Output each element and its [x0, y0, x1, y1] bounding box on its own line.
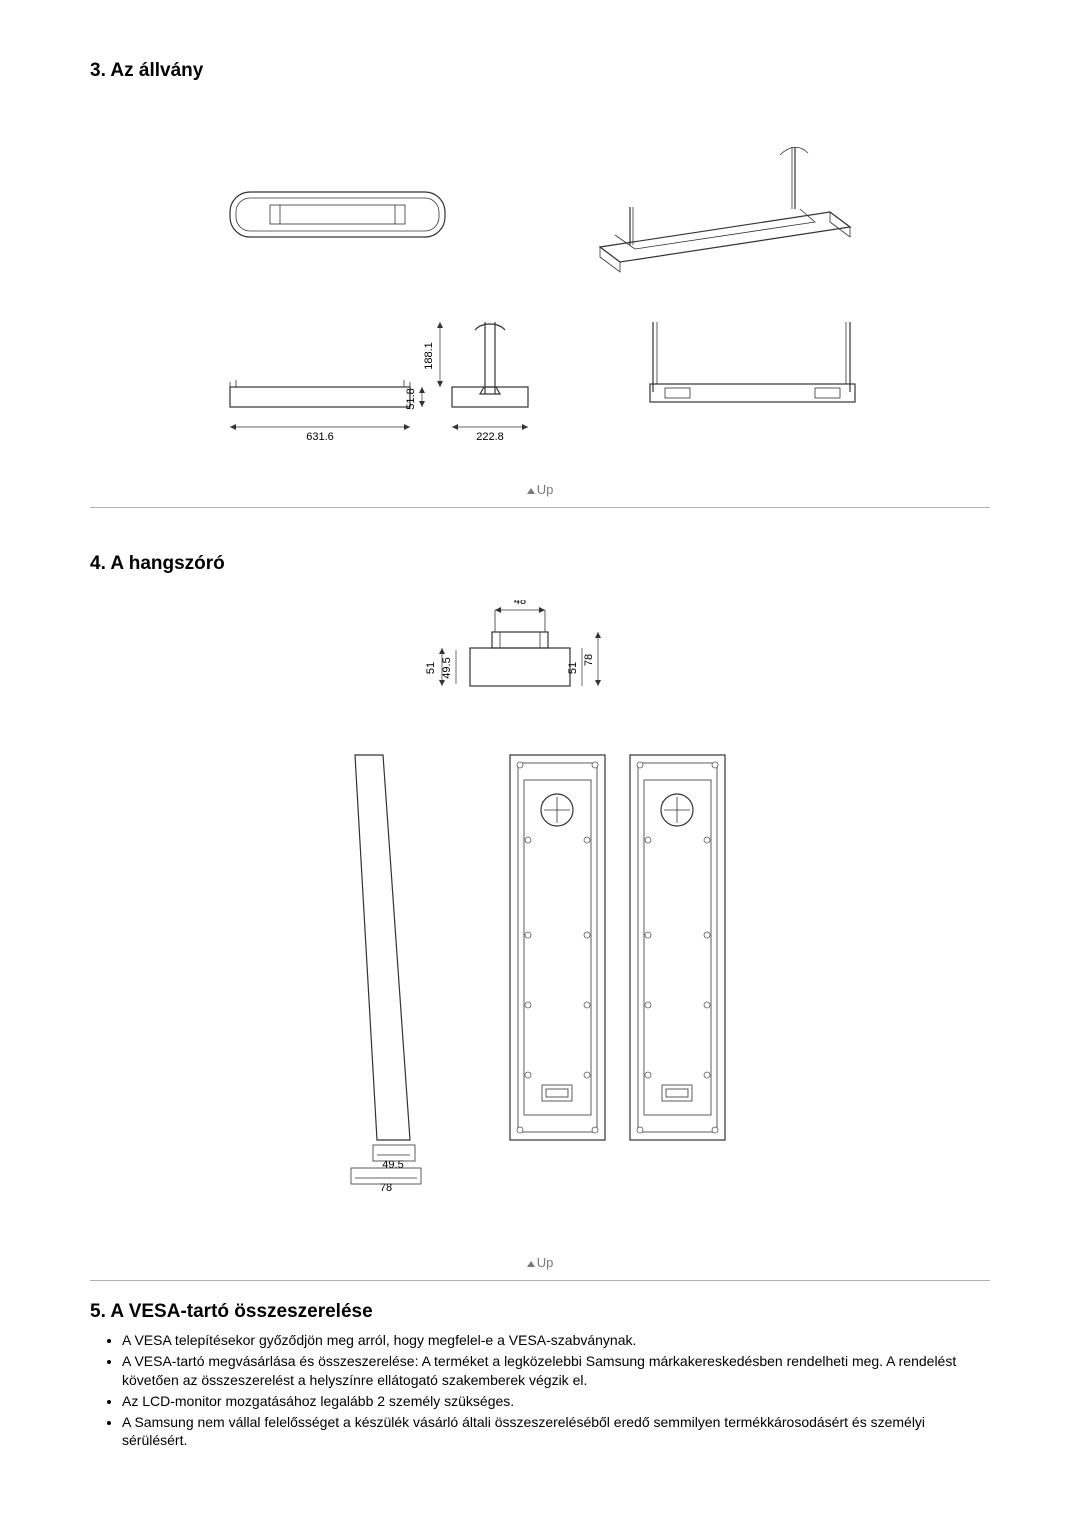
- dim-stand-height: 188.1: [423, 342, 435, 370]
- dim-top-width: 48: [514, 600, 526, 607]
- up-label: Up: [537, 1255, 554, 1270]
- section-5-title: 5. A VESA-tartó összeszerelése: [90, 1301, 990, 1323]
- dim-left-outer: 51: [425, 662, 437, 674]
- separator: [90, 1280, 990, 1281]
- speaker-diagram: 48 51 49.5 51 7: [260, 600, 820, 1240]
- list-item: A VESA telepítésekor győződjön meg arról…: [122, 1331, 990, 1350]
- vesa-notes-list: A VESA telepítésekor győződjön meg arról…: [90, 1331, 990, 1450]
- up-arrow-icon: [527, 488, 535, 494]
- stand-diagram: 631.6 188.1 51.8: [160, 107, 920, 467]
- up-arrow-icon: [527, 1261, 535, 1267]
- dim-right-inner: 51: [567, 662, 579, 674]
- list-item: A Samsung nem vállal felelősséget a kész…: [122, 1413, 990, 1451]
- up-label: Up: [537, 482, 554, 497]
- dim-right-outer: 78: [583, 654, 595, 666]
- dim-base-height: 51.8: [405, 388, 417, 409]
- dim-base-width: 631.6: [306, 431, 334, 443]
- list-item: Az LCD-monitor mozgatásához legalább 2 s…: [122, 1392, 990, 1411]
- dim-left-inner: 49.5: [441, 657, 453, 678]
- section-4-title: 4. A hangszóró: [90, 553, 990, 575]
- dim-base-depth: 222.8: [476, 431, 504, 443]
- section-3-title: 3. Az állvány: [90, 60, 990, 82]
- separator: [90, 507, 990, 508]
- list-item: A VESA-tartó megvásárlása és összeszerel…: [122, 1352, 990, 1390]
- up-link-s3[interactable]: Up: [90, 482, 990, 497]
- up-link-s4[interactable]: Up: [90, 1255, 990, 1270]
